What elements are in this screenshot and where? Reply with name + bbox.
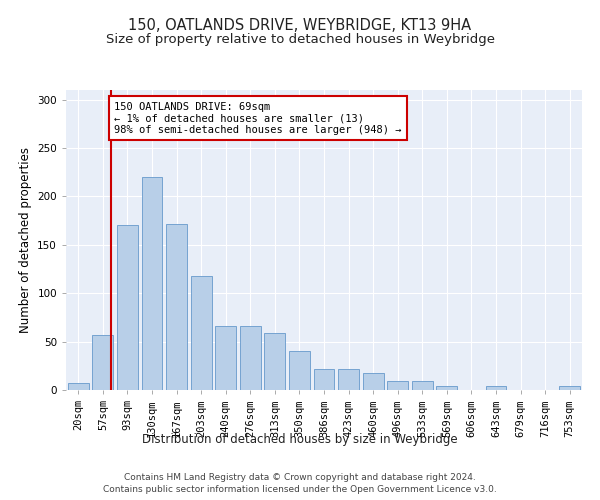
Bar bbox=[289, 352, 310, 390]
Text: Distribution of detached houses by size in Weybridge: Distribution of detached houses by size … bbox=[142, 432, 458, 446]
Bar bbox=[436, 386, 457, 390]
Bar bbox=[191, 276, 212, 390]
Bar bbox=[68, 383, 89, 390]
Text: 150, OATLANDS DRIVE, WEYBRIDGE, KT13 9HA: 150, OATLANDS DRIVE, WEYBRIDGE, KT13 9HA bbox=[128, 18, 472, 32]
Bar bbox=[338, 368, 359, 390]
Bar bbox=[362, 372, 383, 390]
Bar bbox=[142, 177, 163, 390]
Bar bbox=[559, 386, 580, 390]
Bar bbox=[387, 382, 408, 390]
Bar bbox=[240, 326, 261, 390]
Y-axis label: Number of detached properties: Number of detached properties bbox=[19, 147, 32, 333]
Text: Contains HM Land Registry data © Crown copyright and database right 2024.: Contains HM Land Registry data © Crown c… bbox=[124, 472, 476, 482]
Bar bbox=[265, 333, 286, 390]
Text: Size of property relative to detached houses in Weybridge: Size of property relative to detached ho… bbox=[106, 32, 494, 46]
Bar bbox=[117, 224, 138, 390]
Text: Contains public sector information licensed under the Open Government Licence v3: Contains public sector information licen… bbox=[103, 485, 497, 494]
Bar bbox=[92, 335, 113, 390]
Bar bbox=[314, 368, 334, 390]
Bar bbox=[412, 382, 433, 390]
Bar bbox=[215, 326, 236, 390]
Text: 150 OATLANDS DRIVE: 69sqm
← 1% of detached houses are smaller (13)
98% of semi-d: 150 OATLANDS DRIVE: 69sqm ← 1% of detach… bbox=[115, 102, 402, 135]
Bar bbox=[166, 224, 187, 390]
Bar bbox=[485, 386, 506, 390]
